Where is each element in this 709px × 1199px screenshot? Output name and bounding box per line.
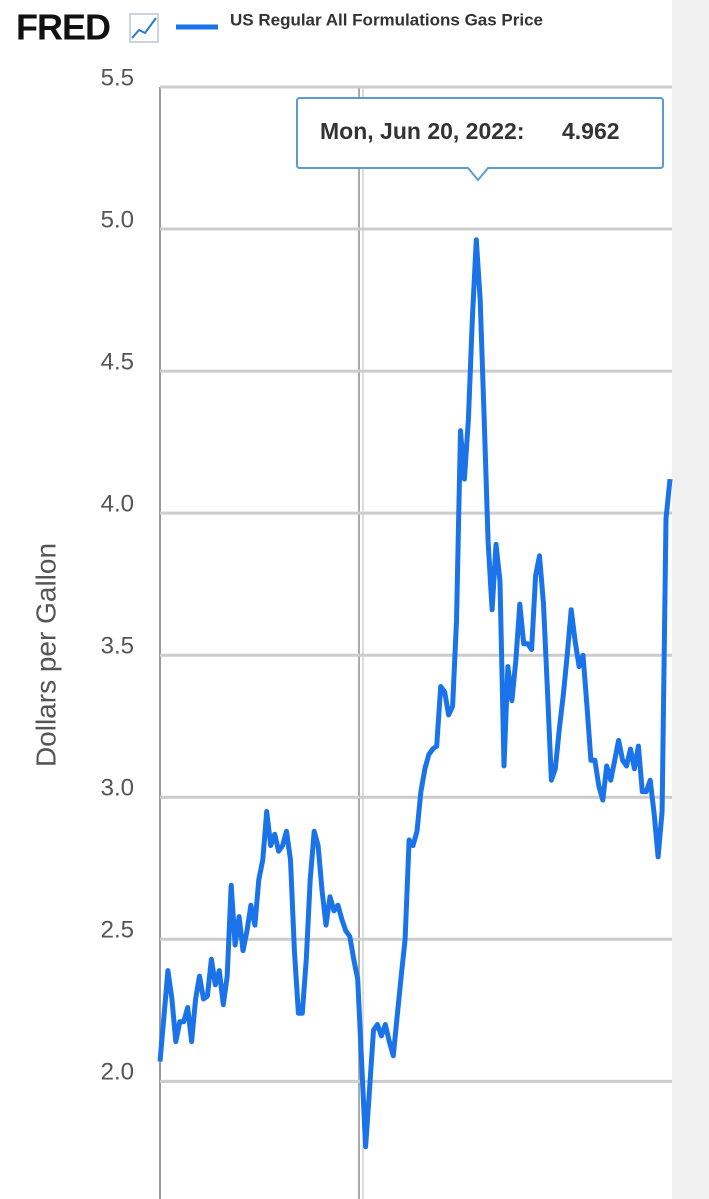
logo-icon (129, 13, 159, 43)
series-line (157, 237, 673, 1150)
y-tick-label: 5.0 (101, 206, 134, 233)
tooltip: Mon, Jun 20, 2022: 4.962 (296, 97, 664, 182)
y-tick-label: 2.0 (101, 1059, 134, 1086)
tooltip-date: Mon, Jun 20, 2022: (320, 118, 525, 144)
legend-label: US Regular All Formulations Gas Price (230, 10, 543, 29)
logo: FRED (16, 7, 110, 48)
y-tick-label: 5.5 (101, 64, 134, 91)
y-tick-label: 2.5 (101, 917, 134, 944)
y-tick-label: 4.0 (101, 490, 134, 517)
tooltip-value: 4.962 (562, 118, 620, 144)
side-strip (672, 0, 709, 1199)
tooltip-box (296, 97, 664, 182)
y-tick-label: 4.5 (101, 348, 134, 375)
y-tick-label: 3.5 (101, 633, 134, 660)
y-axis-label: Dollars per Gallon (30, 543, 61, 767)
y-tick-label: 3.0 (101, 775, 134, 802)
